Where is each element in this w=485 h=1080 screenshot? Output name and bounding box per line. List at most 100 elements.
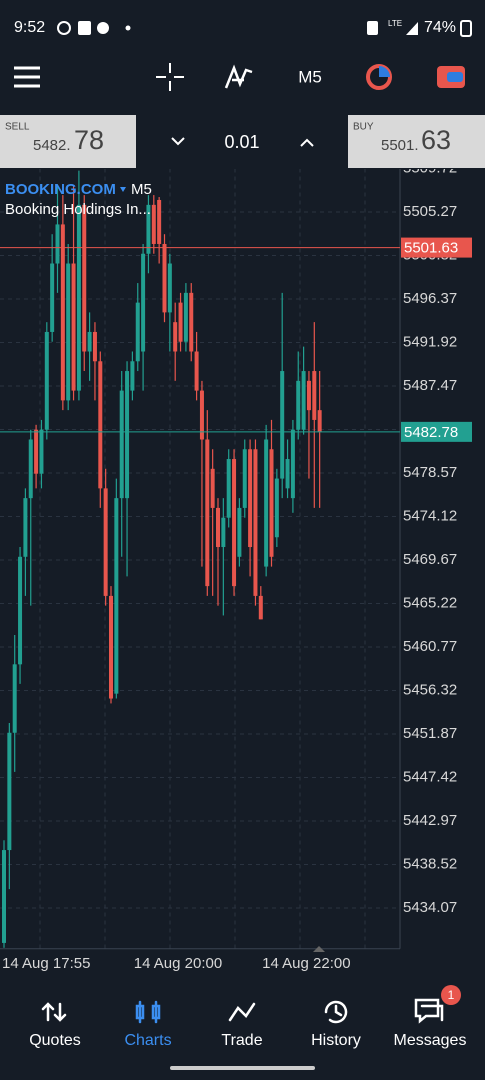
candle-body [280,371,285,479]
tabs: Quotes Charts Trade History Messages 1 [29,985,466,1049]
candle-body [23,498,28,557]
indicators-button[interactable] [224,64,253,89]
tab-label[interactable]: History [311,1032,361,1049]
candle-body [173,322,178,352]
candle-body [296,380,301,430]
volume-up[interactable] [300,138,314,147]
candle-body [162,243,167,313]
scroll-marker [313,946,325,952]
candle-body [285,459,290,489]
symbol-dropdown [120,187,126,192]
y-tick-label: 5491.92 [403,333,457,350]
sell-button[interactable] [0,115,136,168]
y-tick-label: 5469.67 [403,551,457,568]
candle-body [167,263,172,313]
candle-body [242,449,247,508]
candle-body [55,224,60,264]
candle-body [34,429,39,474]
candle-body [141,253,146,352]
sell-price-big: 78 [74,125,104,155]
candle-body [237,507,242,557]
signal-icon [406,22,418,35]
home-indicator [170,1066,315,1070]
candle-body [130,361,135,391]
y-tick-label: 5447.42 [403,768,457,785]
bid-tag [401,421,472,442]
y-tick-label: 5442.97 [403,812,457,829]
candle-body [226,459,231,518]
battery-icon [460,20,472,37]
candle-body [87,331,92,352]
tab-label[interactable]: Charts [124,1032,171,1049]
candle-body [312,371,317,420]
badge [441,985,461,1005]
timeframe-button[interactable]: M5 [298,67,322,86]
candle-body [66,263,71,401]
symbol[interactable]: BOOKING.COM [5,181,116,198]
chart: 5434.07 5438.52 5442.97 5447.42 5451.87 5456.… [0,159,472,972]
candle-body [50,263,55,332]
candle-body [264,439,269,567]
tab-icon [324,1000,348,1024]
buy-price-big: 63 [421,125,451,155]
candle-body [301,371,306,430]
status-time: 9:52 [14,19,45,36]
status-network: LTE [388,19,402,28]
tab-icon [228,1002,256,1022]
bid-label: 5482.78 [404,424,458,441]
volume-down[interactable] [171,137,185,146]
candle-body [2,850,6,943]
objects-icon [379,66,390,77]
tab-label[interactable]: Trade [221,1032,262,1049]
menu-button[interactable] [14,66,40,88]
candle-body [258,595,263,620]
y-tick-label: 5487.47 [403,377,457,394]
candle-body [39,429,44,474]
status-icon [97,22,109,34]
candle-body [157,199,162,244]
candle-body [92,331,97,362]
volume[interactable]: 0.01 [224,132,259,152]
y-tick-label: 5474.12 [403,507,457,524]
sell-label: SELL [5,122,30,133]
y-tick-label: 5465.22 [403,594,457,611]
buy-price: 5501. [381,137,419,154]
candle-body [135,302,140,362]
candle-body [71,263,76,391]
candle-body [248,449,253,548]
trade-icon [447,72,463,82]
x-tick-label: 14 Aug 22:00 [262,955,350,972]
candle-body [216,507,220,548]
crosshair-button[interactable] [156,63,184,91]
y-tick-label: 5438.52 [403,856,457,873]
chart-timeframe: M5 [131,181,152,198]
status-icon [78,21,91,35]
candle-body [178,302,183,342]
candle-body [151,204,156,244]
candle-body [183,292,188,342]
candle-body [306,380,311,411]
candle-body [194,351,199,391]
candle-body [253,449,258,596]
candle-body [290,429,295,499]
candle-body [12,664,17,733]
candle-body [60,224,65,401]
candle-body [221,517,226,548]
candle-body [18,556,23,665]
candle-body [82,204,87,352]
candle-body [98,361,103,489]
tab-label[interactable]: Quotes [29,1032,81,1049]
y-tick-label: 5460.77 [403,638,457,655]
y-tick-label: 5505.27 [403,203,457,220]
buy-label: BUY [353,122,374,133]
buy-button[interactable] [348,115,485,168]
ask-tag [401,237,472,258]
candle-body [103,488,108,596]
candle-body [146,204,151,254]
tab-icon [41,1002,67,1022]
y-tick-label: 5478.57 [403,464,457,481]
tab-label[interactable]: Messages [394,1032,467,1049]
status-dot [125,25,131,31]
